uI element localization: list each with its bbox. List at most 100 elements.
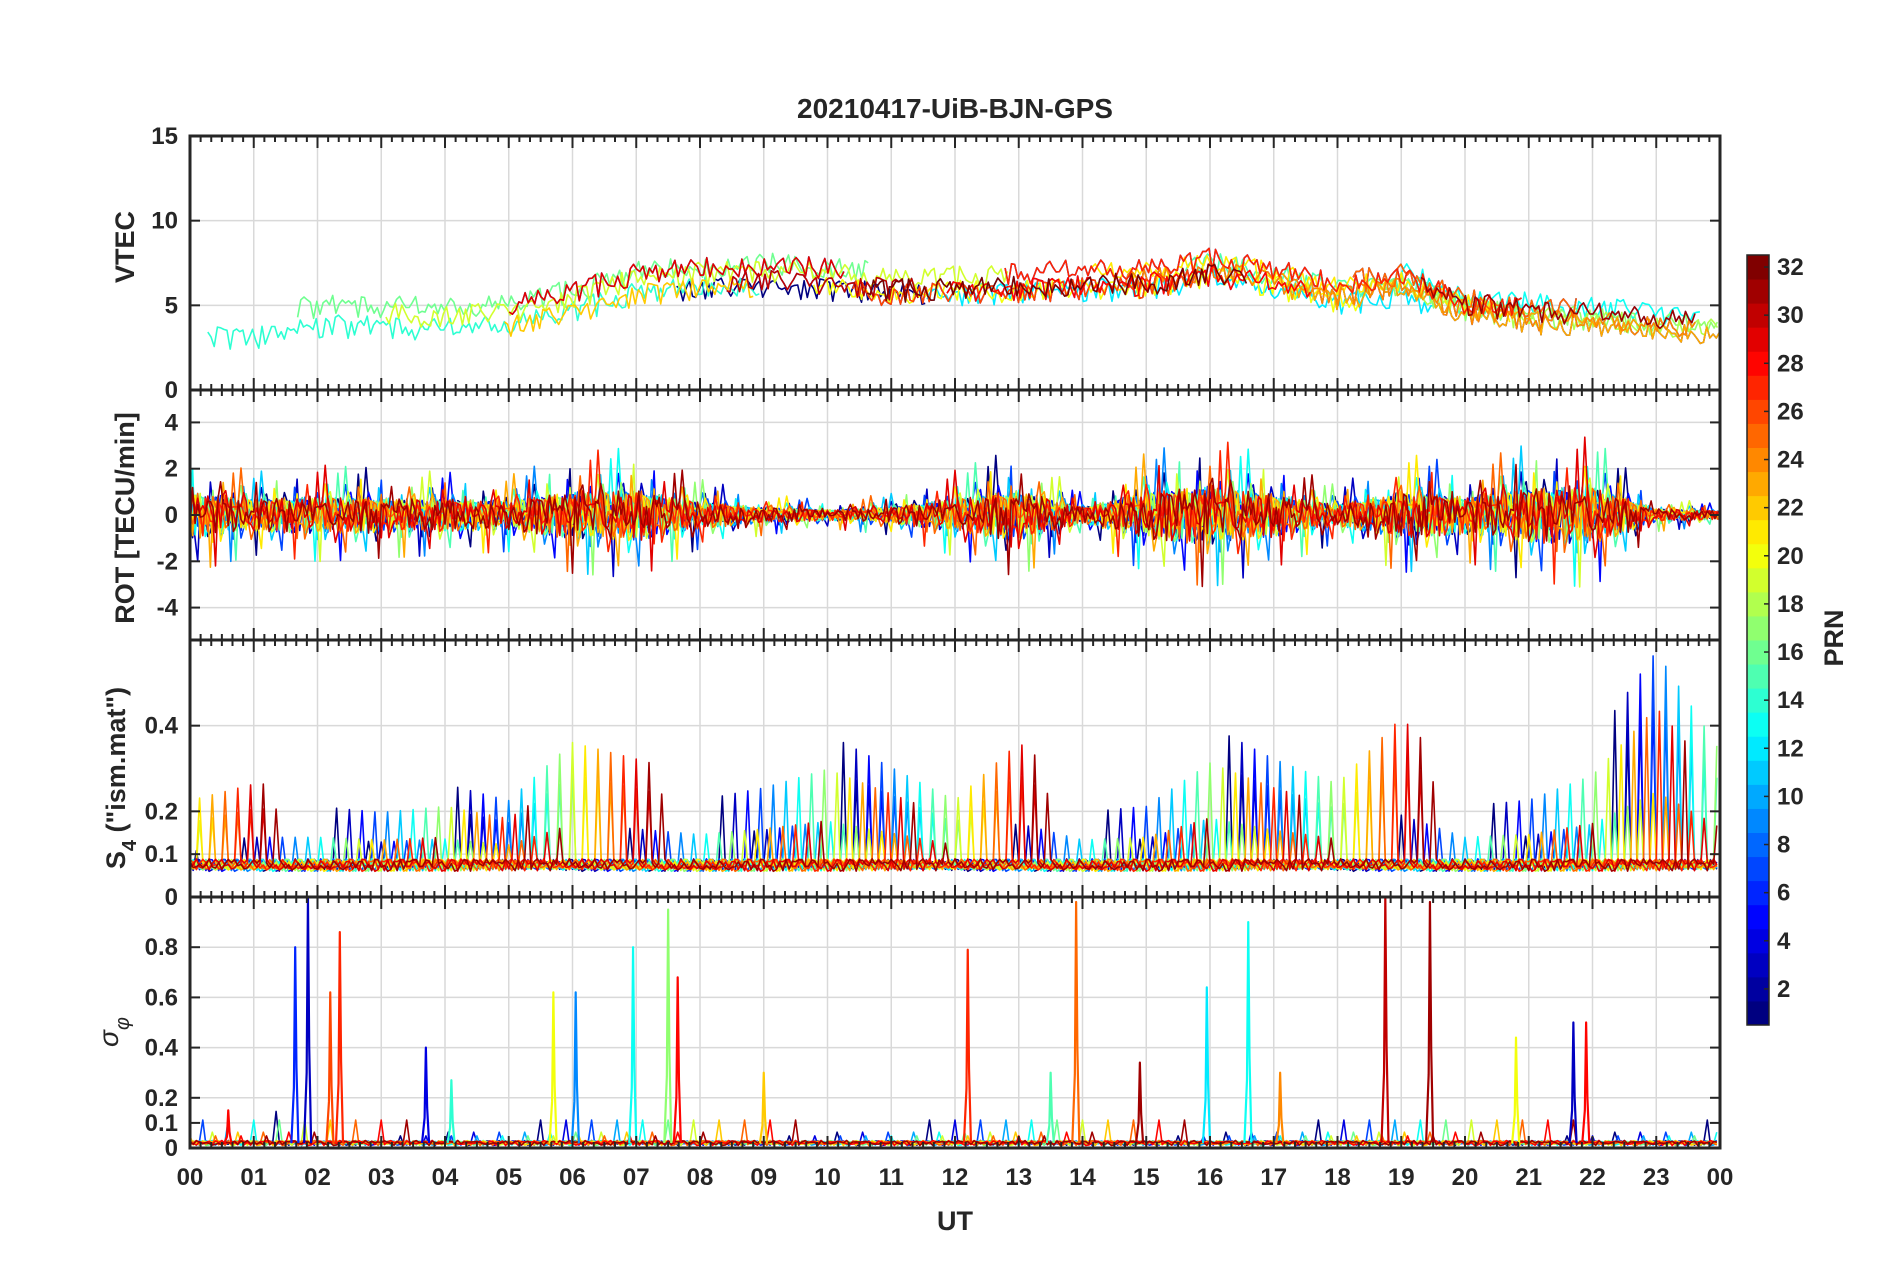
colorbar-swatch	[1747, 543, 1769, 569]
colorbar-swatch	[1747, 375, 1769, 400]
colorbar-tick-label: 10	[1777, 783, 1804, 810]
sigma-phi-spike	[1071, 900, 1081, 1144]
colorbar-swatch	[1747, 904, 1769, 930]
colorbar-tick-label: 30	[1777, 302, 1804, 329]
x-tick-label: 10	[814, 1164, 841, 1191]
sigma-phi-axis-label: σφ	[93, 1017, 134, 1047]
colorbar-swatch	[1747, 351, 1769, 376]
colorbar-tick-label: 6	[1777, 880, 1790, 907]
vtec-panel: 0 5 10 15	[151, 123, 1722, 404]
x-tick-labels: 00 01 02 03 04 05 06 07 08 09 10 11 12 13 14 15 16 17 18 19…	[177, 1164, 1734, 1191]
rot-ytick-label: -4	[157, 595, 179, 622]
sigma-phi-spike	[1581, 1021, 1591, 1144]
vtec-axis-label: VTEC	[110, 211, 140, 283]
sigma-phi-spike	[1134, 1061, 1145, 1144]
colorbar-swatch	[1747, 784, 1769, 809]
colorbar-swatch	[1747, 736, 1769, 761]
colorbar-swatch	[1747, 712, 1769, 737]
colorbar-swatch	[1747, 880, 1769, 906]
colorbar-frame	[1746, 254, 1770, 1026]
rot-trace-prn-23	[190, 453, 1720, 569]
colorbar-swatch	[1747, 760, 1769, 785]
sigma_phi-ytick-label: 0.1	[145, 1110, 178, 1137]
colorbar-label: PRN	[1819, 609, 1849, 666]
colorbar-swatch	[1747, 255, 1769, 280]
sigma-phi-spike	[548, 991, 558, 1144]
x-tick-label: 02	[304, 1164, 331, 1191]
x-tick-label: 11	[879, 1164, 904, 1191]
rot-panel: -4 -2 0 2 4	[157, 388, 1722, 642]
rot-ytick-label: 4	[165, 409, 179, 436]
vtec-ytick-label: 10	[151, 208, 178, 235]
colorbar-tick-label: 14	[1777, 687, 1804, 714]
rot-ytick-label: 2	[165, 456, 178, 483]
vtec-trace-prn-29	[508, 256, 845, 316]
x-tick-label: 15	[1133, 1164, 1160, 1191]
sigma-phi-axis-label-base: σ	[93, 1029, 124, 1047]
colorbar-swatch	[1747, 615, 1769, 641]
vtec-trace-prn-22	[504, 276, 754, 338]
sigma-phi-spike	[570, 991, 580, 1144]
rot-ytick-label: 0	[165, 502, 178, 529]
colorbar-swatch	[1747, 688, 1769, 713]
s4-trace-prn-31	[190, 736, 1718, 873]
x-tick-label: 18	[1324, 1164, 1351, 1191]
x-tick-label: 03	[368, 1164, 395, 1191]
s4-ytick-label: 0.1	[145, 841, 178, 868]
x-tick-label: 00	[1707, 1164, 1734, 1191]
sigma_phi-ytick-label: 0	[165, 1135, 178, 1162]
x-tick-label: 07	[623, 1164, 650, 1191]
colorbar-tick-label: 20	[1777, 543, 1804, 570]
x-tick-label: 01	[240, 1164, 267, 1191]
sigma-phi-spike	[334, 931, 345, 1144]
x-tick-label: 04	[432, 1164, 459, 1191]
s4-panel: 0 0.1 0.2 0.4	[145, 638, 1722, 911]
colorbar-swatch	[1747, 640, 1769, 665]
colorbar-tick-label: 2	[1777, 976, 1790, 1003]
s4-trace-prn-29	[190, 723, 1718, 873]
colorbar-swatch	[1747, 808, 1769, 833]
s4-axis-label-rest: ("ism.mat")	[101, 687, 131, 840]
colorbar-swatch	[1747, 976, 1769, 1002]
sigma_phi-ytick-label: 0.8	[145, 934, 178, 961]
sigma-phi-panel: 00.10.2 0.4 0.6 0.8	[145, 895, 1722, 1162]
colorbar-tick-label: 8	[1777, 832, 1790, 859]
x-tick-label: 16	[1197, 1164, 1224, 1191]
rot-trace-prn-27	[190, 441, 1720, 585]
rot-axis-label: ROT [TECU/min]	[110, 412, 140, 623]
vtec-trace-prn-14	[207, 276, 760, 350]
x-tick-label: 05	[495, 1164, 522, 1191]
vtec-ytick-label: 0	[165, 377, 178, 404]
x-axis-label: UT	[937, 1206, 973, 1236]
x-tick-label: 22	[1579, 1164, 1606, 1191]
vtec-trace-prn-28	[946, 264, 1311, 302]
vtec-ytick-label: 5	[165, 292, 178, 319]
x-tick-label: 14	[1069, 1164, 1096, 1191]
vtec-trace-prn-30	[726, 269, 919, 301]
sigma_phi-ytick-label: 0.4	[145, 1035, 179, 1062]
colorbar-swatch	[1747, 1000, 1769, 1026]
sigma-phi-spike	[446, 1079, 456, 1144]
s4-ytick-label: 0	[165, 884, 178, 911]
colorbar-tick-label: 24	[1777, 447, 1804, 474]
sigma-phi-spike	[628, 946, 638, 1144]
colorbar-swatch	[1747, 567, 1769, 593]
x-tick-label: 09	[750, 1164, 777, 1191]
s4-ytick-label: 0.2	[145, 798, 178, 825]
vtec-trace-prn-23	[1279, 272, 1720, 345]
sigma-phi-spike	[663, 908, 673, 1144]
sigma-phi-spike	[1045, 1071, 1055, 1144]
sigma_phi-ticks	[189, 897, 1721, 1149]
colorbar-swatch	[1747, 447, 1769, 473]
sigma-phi-spike	[223, 1109, 233, 1144]
chart-title: 20210417-UiB-BJN-GPS	[797, 93, 1113, 124]
colorbar-swatch	[1747, 303, 1769, 328]
colorbar-tick-label: 28	[1777, 350, 1804, 377]
sigma-phi-spike	[1511, 1036, 1521, 1144]
vtec-trace-prn-27	[1004, 247, 1522, 317]
sigma-phi-spike	[420, 1046, 431, 1144]
colorbar-tick-label: 26	[1777, 398, 1804, 425]
rot-traces	[190, 436, 1720, 588]
